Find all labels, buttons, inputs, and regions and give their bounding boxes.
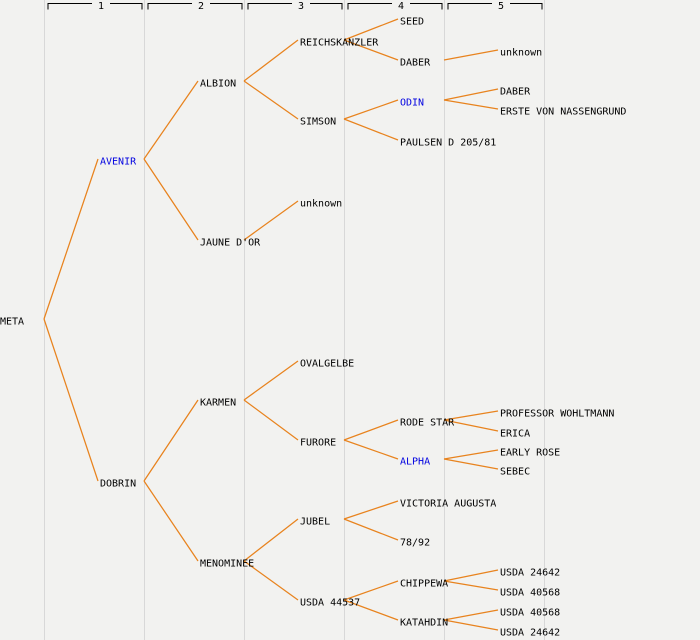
edge-rode-star-professor-wohltmann [443,410,499,421]
node-erste-von-nassengrund: ERSTE VON NASSENGRUND [500,107,626,118]
node-ovalgelbe: OVALGELBE [300,359,354,370]
node-daber: DABER [500,87,531,98]
node-dobrin: DOBRIN [100,479,136,490]
node-78-92: 78/92 [400,538,430,549]
node-rode-star: RODE STAR [400,418,455,429]
edge-odin-erste-von-nassengrund [443,99,499,110]
generation-label: 1 [98,1,104,12]
generation-bracket [347,3,443,10]
node-alpha[interactable]: ALPHA [400,457,430,468]
node-albion: ALBION [200,79,236,90]
edge-katahdin-usda-40568 [443,609,499,621]
node-meta: META [0,317,24,328]
generation-bracket [147,3,243,10]
edge-menominee-usda-44537 [243,560,299,601]
node-usda-40568: USDA 40568 [500,608,560,619]
node-furore: FURORE [300,438,336,449]
node-erica: ERICA [500,429,530,440]
edge-chippewa-usda-40568 [443,580,499,591]
node-early-rose: EARLY ROSE [500,448,560,459]
node-usda-40568: USDA 40568 [500,588,560,599]
pedigree-edges [43,18,499,631]
node-karmen: KARMEN [200,398,236,409]
node-usda-24642: USDA 24642 [500,568,560,579]
edge-usda-44537-chippewa [343,580,399,601]
node-odin[interactable]: ODIN [400,98,424,109]
generation-bracket [447,3,543,10]
edge-furore-rode-star [343,419,399,441]
edge-dobrin-karmen [143,399,199,482]
edge-avenir-jaune-d-or [143,158,199,241]
node-katahdin: KATAHDIN [400,618,448,629]
node-unknown: unknown [500,48,542,59]
edge-meta-avenir [43,158,99,320]
generation-ruler: 1 2 3 4 5 [47,1,543,12]
node-chippewa: CHIPPEWA [400,579,448,590]
generation-label: 3 [298,1,304,12]
edge-albion-simson [243,80,299,120]
edge-simson-paulsen-d-205-81 [343,118,399,141]
node-paulsen-d-205-81: PAULSEN D 205/81 [400,138,496,149]
edge-dobrin-menominee [143,480,199,562]
edge-reichskanzler-seed [343,18,399,41]
edge-jaune-d-or-unknown [243,200,299,241]
node-unknown: unknown [300,199,342,210]
node-menominee: MENOMINEE [200,559,254,570]
edge-usda-44537-katahdin [343,599,399,621]
edge-simson-odin [343,99,399,120]
edge-jubel-78-92 [343,518,399,541]
edge-odin-daber [443,88,499,101]
edge-karmen-ovalgelbe [243,360,299,401]
generation-bracket [247,3,343,10]
node-usda-44537: USDA 44537 [300,598,360,609]
edge-avenir-albion [143,80,199,160]
pedigree-nodes: META AVENIR DOBRIN ALBION JAUNE D'OR KARMEN ME… [0,17,626,639]
edge-karmen-furore [243,399,299,441]
edge-daber-unknown [443,49,499,61]
edge-katahdin-usda-24642 [443,619,499,631]
column-separators [44,0,545,640]
edge-furore-alpha [343,439,399,460]
edge-reichskanzler-daber [343,39,399,61]
node-daber: DABER [400,58,431,69]
node-professor-wohltmann: PROFESSOR WOHLTMANN [500,409,614,420]
generation-label: 4 [398,1,404,12]
edge-menominee-jubel [243,518,299,562]
edge-rode-star-erica [443,419,499,432]
node-reichskanzler: REICHSKANZLER [300,38,379,49]
node-avenir[interactable]: AVENIR [100,157,137,168]
generation-label: 5 [498,1,504,12]
edge-albion-reichskanzler [243,39,299,82]
node-victoria-augusta: VICTORIA AUGUSTA [400,499,496,510]
edge-alpha-early-rose [443,449,499,460]
node-sebec: SEBEC [500,467,530,478]
edge-meta-dobrin [43,318,99,482]
generation-bracket [47,3,143,10]
edge-jubel-victoria-augusta [343,500,399,520]
node-jubel: JUBEL [300,517,330,528]
edge-chippewa-usda-24642 [443,569,499,582]
node-simson: SIMSON [300,117,336,128]
node-jaune-d-or: JAUNE D'OR [200,238,261,249]
edge-alpha-sebec [443,458,499,470]
node-usda-24642: USDA 24642 [500,628,560,639]
generation-label: 2 [198,1,204,12]
node-seed: SEED [400,17,424,28]
